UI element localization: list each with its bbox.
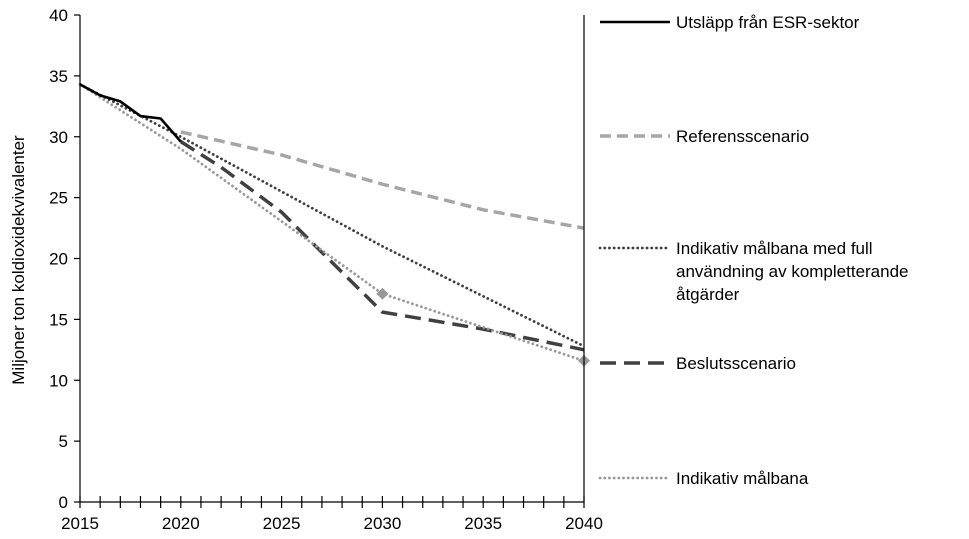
y-tick-label: 5	[59, 432, 68, 451]
x-tick-label: 2030	[363, 514, 401, 533]
legend-label-2: Indikativ målbana med full	[676, 239, 873, 258]
x-tick-label: 2040	[565, 514, 603, 533]
legend-label-2: åtgärder	[676, 285, 740, 304]
series-marker-4	[376, 287, 389, 300]
y-tick-label: 20	[49, 250, 68, 269]
y-tick-label: 15	[49, 310, 68, 329]
legend-label-0: Utsläpp från ESR-sektor	[676, 13, 860, 32]
y-tick-label: 35	[49, 67, 68, 86]
legend: Utsläpp från ESR-sektor Referensscenario I…	[598, 13, 909, 488]
y-tick-label: 40	[49, 6, 68, 25]
legend-label-1: Referensscenario	[676, 127, 809, 146]
y-tick-label: 30	[49, 128, 68, 147]
series-line-4	[78, 83, 586, 363]
x-tick-label: 2015	[61, 514, 99, 533]
legend-label-2: användning av kompletterande	[676, 262, 909, 281]
y-axis-title: Miljoner ton koldioxidekvivalenter	[9, 135, 28, 385]
legend-label-3: Beslutsscenario	[676, 354, 796, 373]
x-tick-label: 2020	[162, 514, 200, 533]
x-tick-label: 2035	[464, 514, 502, 533]
series-line-1	[180, 130, 585, 230]
legend-label-4: Indikativ målbana	[676, 469, 809, 488]
x-tick-label: 2025	[263, 514, 301, 533]
series-line-0	[79, 83, 182, 143]
y-tick-label: 0	[59, 493, 68, 512]
y-tick-label: 10	[49, 371, 68, 390]
series-line-3	[179, 140, 585, 352]
y-tick-label: 25	[49, 189, 68, 208]
plot-lines	[78, 83, 590, 367]
series-line-2	[78, 83, 586, 348]
